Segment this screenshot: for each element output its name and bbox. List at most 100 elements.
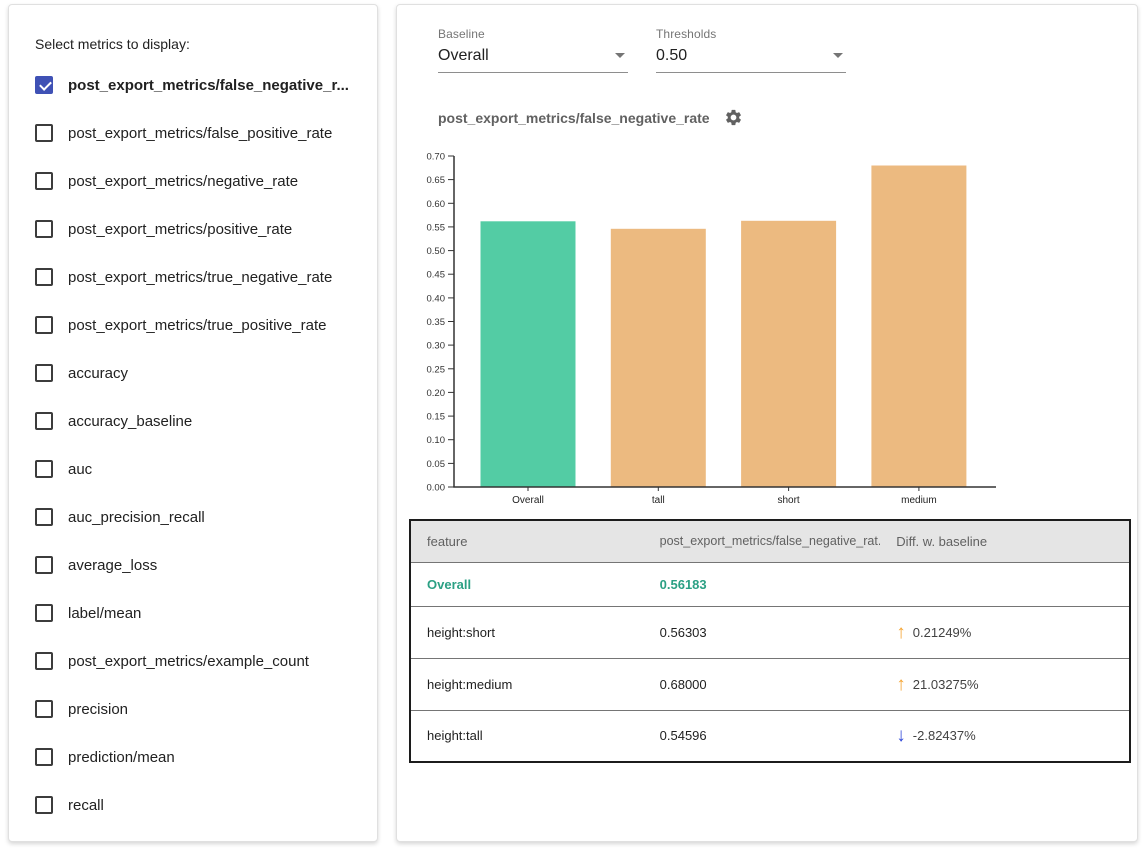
checkbox-unchecked-icon[interactable] <box>35 700 53 718</box>
metric-item-recall[interactable]: recall <box>9 781 377 829</box>
svg-text:0.05: 0.05 <box>427 459 446 470</box>
svg-text:0.00: 0.00 <box>427 483 446 494</box>
checkbox-unchecked-icon[interactable] <box>35 316 53 334</box>
bar-medium[interactable] <box>871 166 966 488</box>
metric-selector-panel: Select metrics to display: post_export_m… <box>8 4 378 842</box>
metric-item-auc[interactable]: auc <box>9 445 377 493</box>
diff-percentage: -2.82437% <box>913 728 976 743</box>
checkbox-unchecked-icon[interactable] <box>35 796 53 814</box>
svg-text:0.65: 0.65 <box>427 175 446 186</box>
svg-text:0.10: 0.10 <box>427 435 446 446</box>
chart-header: post_export_metrics/false_negative_rate <box>438 108 743 127</box>
checkbox-unchecked-icon[interactable] <box>35 268 53 286</box>
diff-percentage: 0.21249% <box>913 625 972 640</box>
metric-item-label: post_export_metrics/true_positive_rate <box>68 317 326 334</box>
svg-text:0.15: 0.15 <box>427 412 446 423</box>
metric-item-label: precision <box>68 701 128 718</box>
bar-Overall[interactable] <box>481 221 576 487</box>
checkbox-unchecked-icon[interactable] <box>35 748 53 766</box>
metric-item-post-export-metrics-positive-rate[interactable]: post_export_metrics/positive_rate <box>9 205 377 253</box>
metric-item-post-export-metrics-false-positive-rate[interactable]: post_export_metrics/false_positive_rate <box>9 109 377 157</box>
metric-item-label: accuracy_baseline <box>68 413 192 430</box>
arrow-up-icon: ↑ <box>896 675 906 694</box>
metric-item-label: post_export_metrics/example_count <box>68 653 309 670</box>
metric-value-cell: 0.54596 <box>644 710 881 762</box>
baseline-dropdown-value[interactable]: Overall <box>438 44 628 73</box>
baseline-dropdown-label: Baseline <box>438 27 628 41</box>
svg-text:0.40: 0.40 <box>427 293 446 304</box>
svg-text:0.60: 0.60 <box>427 199 446 210</box>
svg-text:0.45: 0.45 <box>427 270 446 281</box>
metric-item-label-mean[interactable]: label/mean <box>9 589 377 637</box>
bar-chart: 0.000.050.100.150.200.250.300.350.400.45… <box>413 149 1025 517</box>
metric-item-post-export-metrics-false-negative-r-[interactable]: post_export_metrics/false_negative_r... <box>9 61 377 109</box>
metric-item-label: post_export_metrics/positive_rate <box>68 221 292 238</box>
metric-item-label: post_export_metrics/true_negative_rate <box>68 269 332 286</box>
x-tick-label: tall <box>652 495 665 506</box>
arrow-down-icon: ↓ <box>896 726 906 745</box>
checkbox-unchecked-icon[interactable] <box>35 556 53 574</box>
metrics-table: featurepost_export_metrics/false_negativ… <box>409 519 1131 763</box>
table-header-col-0: feature <box>410 520 644 562</box>
checkbox-checked-icon[interactable] <box>35 76 53 94</box>
metric-item-label: prediction/mean <box>68 749 175 766</box>
metric-item-label: accuracy <box>68 365 128 382</box>
metric-item-label: recall <box>68 797 104 814</box>
bar-short[interactable] <box>741 221 836 487</box>
metric-item-label: post_export_metrics/false_positive_rate <box>68 125 332 142</box>
metric-item-average-loss[interactable]: average_loss <box>9 541 377 589</box>
feature-cell: height:medium <box>410 658 644 710</box>
metric-item-accuracy[interactable]: accuracy <box>9 349 377 397</box>
svg-text:0.70: 0.70 <box>427 152 446 163</box>
metric-item-post-export-metrics-true-positive-rate[interactable]: post_export_metrics/true_positive_rate <box>9 301 377 349</box>
svg-text:0.25: 0.25 <box>427 364 446 375</box>
metric-value-cell: 0.68000 <box>644 658 881 710</box>
thresholds-dropdown-label: Thresholds <box>656 27 846 41</box>
metric-item-label: post_export_metrics/negative_rate <box>68 173 298 190</box>
metric-item-accuracy-baseline[interactable]: accuracy_baseline <box>9 397 377 445</box>
metric-item-post-export-metrics-true-negative-rate[interactable]: post_export_metrics/true_negative_rate <box>9 253 377 301</box>
table-row-height-medium: height:medium0.68000↑21.03275% <box>410 658 1130 710</box>
checkbox-unchecked-icon[interactable] <box>35 604 53 622</box>
checkbox-unchecked-icon[interactable] <box>35 652 53 670</box>
settings-gear-icon[interactable] <box>724 108 743 127</box>
metric-item-post-export-metrics-negative-rate[interactable]: post_export_metrics/negative_rate <box>9 157 377 205</box>
chevron-down-icon <box>615 53 625 58</box>
metric-detail-panel: Baseline Overall Thresholds 0.50 post_ex… <box>396 4 1138 842</box>
thresholds-dropdown: Thresholds 0.50 <box>656 27 846 73</box>
svg-text:0.20: 0.20 <box>427 388 446 399</box>
arrow-up-icon: ↑ <box>896 623 906 642</box>
bar-tall[interactable] <box>611 229 706 487</box>
metric-item-precision[interactable]: precision <box>9 685 377 733</box>
metric-selector-title: Select metrics to display: <box>35 36 190 52</box>
metric-value-cell: 0.56183 <box>644 562 881 606</box>
checkbox-unchecked-icon[interactable] <box>35 508 53 526</box>
metric-item-label: label/mean <box>68 605 141 622</box>
table-row-height-tall: height:tall0.54596 ↓ -2.82437% <box>410 710 1130 762</box>
metric-item-label: auc <box>68 461 92 478</box>
checkbox-unchecked-icon[interactable] <box>35 124 53 142</box>
checkbox-unchecked-icon[interactable] <box>35 172 53 190</box>
metric-item-label: average_loss <box>68 557 157 574</box>
checkbox-unchecked-icon[interactable] <box>35 364 53 382</box>
checkbox-unchecked-icon[interactable] <box>35 460 53 478</box>
thresholds-dropdown-value[interactable]: 0.50 <box>656 44 846 73</box>
table-header-col-1: post_export_metrics/false_negative_rat..… <box>644 520 881 562</box>
fairness-indicators-widget: Select metrics to display: post_export_m… <box>0 0 1147 856</box>
checkbox-unchecked-icon[interactable] <box>35 220 53 238</box>
metric-item-prediction-mean[interactable]: prediction/mean <box>9 733 377 781</box>
feature-cell: height:tall <box>410 710 644 762</box>
chevron-down-icon <box>833 53 843 58</box>
svg-text:0.35: 0.35 <box>427 317 446 328</box>
metric-item-auc-precision-recall[interactable]: auc_precision_recall <box>9 493 377 541</box>
diff-cell: ↑21.03275% <box>880 658 1130 710</box>
table-header-col-2: Diff. w. baseline <box>880 520 1130 562</box>
diff-cell: ↑ 0.21249% <box>880 606 1130 658</box>
table-row-Overall: Overall0.56183 <box>410 562 1130 606</box>
x-tick-label: short <box>777 495 799 506</box>
checkbox-unchecked-icon[interactable] <box>35 412 53 430</box>
feature-cell: height:short <box>410 606 644 658</box>
metric-item-post-export-metrics-example-count[interactable]: post_export_metrics/example_count <box>9 637 377 685</box>
svg-text:0.55: 0.55 <box>427 222 446 233</box>
metric-item-label: auc_precision_recall <box>68 509 205 526</box>
